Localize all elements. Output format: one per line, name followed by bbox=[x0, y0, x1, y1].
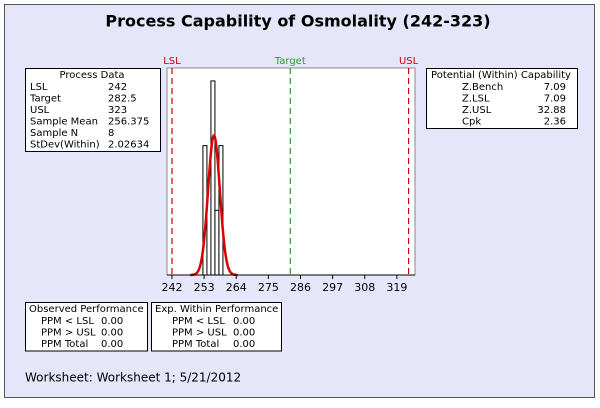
row-label: Cpk bbox=[462, 117, 481, 128]
row-label: PPM > USL bbox=[172, 328, 227, 339]
row-label: Z.Bench bbox=[462, 82, 503, 93]
row-label: Sample Mean bbox=[30, 117, 98, 128]
x-tick-label: 275 bbox=[258, 281, 279, 294]
panel-title: Observed Performance bbox=[29, 304, 144, 315]
spec-label: LSL bbox=[163, 56, 181, 67]
x-tick-label: 264 bbox=[226, 281, 247, 294]
normal-curve bbox=[190, 134, 238, 277]
row-label: PPM > USL bbox=[41, 328, 96, 339]
x-tick-label: 286 bbox=[290, 281, 311, 294]
bar bbox=[214, 209, 220, 276]
row-value: 0.00 bbox=[101, 316, 123, 327]
row-value: 7.09 bbox=[544, 82, 566, 93]
panel bbox=[25, 302, 148, 352]
row-label: Target bbox=[29, 94, 61, 105]
x-tick-label: 319 bbox=[386, 281, 407, 294]
panel bbox=[25, 68, 161, 152]
row-value: 323 bbox=[108, 105, 127, 116]
row-label: PPM < LSL bbox=[172, 316, 225, 327]
row-value: 256.375 bbox=[108, 117, 149, 128]
spec-label: USL bbox=[399, 56, 419, 67]
row-label: USL bbox=[30, 105, 50, 116]
panel bbox=[151, 302, 282, 352]
row-label: LSL bbox=[30, 82, 48, 93]
panel-title: Potential (Within) Capability bbox=[431, 70, 571, 81]
x-tick-label: 297 bbox=[322, 281, 343, 294]
x-tick-label: 242 bbox=[161, 281, 182, 294]
row-value: 8 bbox=[108, 128, 114, 139]
row-value: 0.00 bbox=[233, 339, 255, 350]
row-value: 0.00 bbox=[233, 316, 255, 327]
row-value: 2.36 bbox=[544, 117, 566, 128]
row-value: 7.09 bbox=[544, 94, 566, 105]
x-tick-label: 253 bbox=[194, 281, 215, 294]
row-label: PPM < LSL bbox=[41, 316, 94, 327]
row-label: Sample N bbox=[30, 128, 78, 139]
chart-title: Process Capability of Osmolality (242-32… bbox=[105, 12, 490, 31]
row-value: 32.88 bbox=[537, 105, 566, 116]
footer: Worksheet: Worksheet 1; 5/21/2012 bbox=[25, 371, 241, 385]
spec-label: Target bbox=[274, 56, 306, 67]
row-label: PPM Total bbox=[41, 339, 88, 350]
row-label: PPM Total bbox=[172, 339, 219, 350]
bar bbox=[210, 80, 216, 276]
row-value: 2.02634 bbox=[108, 140, 149, 151]
x-tick-label: 308 bbox=[354, 281, 375, 294]
row-label: Z.USL bbox=[462, 105, 492, 116]
panel bbox=[426, 68, 578, 129]
row-label: StDev(Within) bbox=[30, 140, 100, 151]
panel-title: Process Data bbox=[60, 70, 125, 81]
row-value: 242 bbox=[108, 82, 127, 93]
row-value: 282.5 bbox=[108, 94, 137, 105]
row-value: 0.00 bbox=[101, 339, 123, 350]
row-value: 0.00 bbox=[101, 328, 123, 339]
panel-title: Exp. Within Performance bbox=[155, 304, 278, 315]
row-label: Z.LSL bbox=[462, 94, 490, 105]
row-value: 0.00 bbox=[233, 328, 255, 339]
